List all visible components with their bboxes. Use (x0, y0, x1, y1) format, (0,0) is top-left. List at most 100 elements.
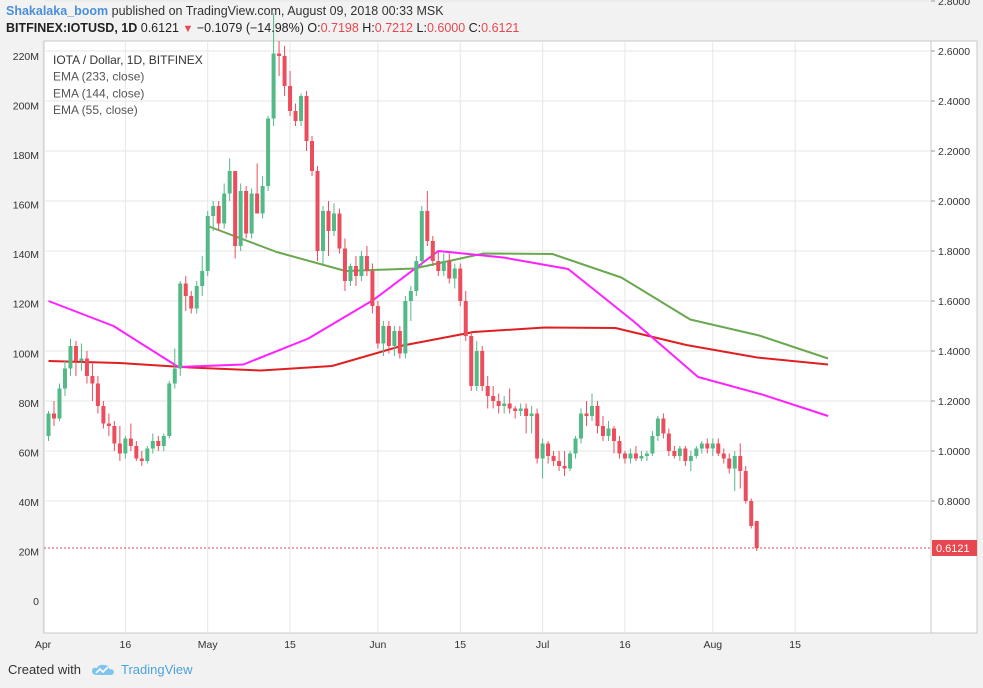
change-value: −0.1079 (−14.98%) (196, 21, 304, 35)
candle (90, 363, 95, 401)
candle-body (546, 443, 551, 456)
candle-body (392, 331, 397, 346)
candle-body (205, 216, 210, 271)
candle (540, 438, 545, 479)
low-value: 0.6000 (426, 21, 466, 35)
created-with-text: Created with (8, 662, 81, 677)
low-label: L: (416, 21, 427, 35)
time-tick-label: 16 (619, 639, 631, 651)
candle (403, 296, 408, 359)
close-value: 0.6121 (481, 21, 520, 35)
candle-body (551, 456, 556, 461)
candlestick-series (46, 13, 759, 551)
candle-body (161, 436, 166, 446)
candle (491, 386, 496, 409)
candle-body (364, 256, 369, 271)
candle (293, 103, 298, 126)
high-value: 0.7212 (374, 21, 414, 35)
time-tick-label: 15 (454, 639, 466, 651)
candle-body (288, 86, 293, 111)
volume-tick-label: 180M (13, 150, 39, 162)
candle (255, 163, 260, 214)
candle-body (710, 443, 715, 449)
candle (161, 433, 166, 451)
tradingview-link[interactable]: TradingView (120, 662, 193, 677)
candle-body (222, 193, 227, 224)
last-value: 0.6121 (140, 21, 179, 35)
candle-body (271, 53, 276, 119)
volume-tick-label: 40M (19, 497, 39, 509)
candle (145, 446, 150, 464)
price-tick-label: 1.0000 (938, 446, 970, 458)
candle-body (73, 346, 78, 361)
candle-body (260, 186, 265, 214)
candle-body (491, 396, 496, 401)
candle (524, 403, 529, 434)
candle (502, 396, 507, 414)
candle-body (562, 466, 567, 469)
candle-body (535, 413, 540, 459)
candle (611, 426, 616, 454)
candle (414, 256, 419, 296)
candle (600, 416, 605, 441)
candle (299, 93, 304, 126)
tradingview-cloud-icon[interactable] (91, 663, 115, 677)
candle (579, 408, 584, 444)
candle-body (469, 336, 474, 386)
price-tick-label: 1.6000 (938, 296, 970, 308)
candle (633, 446, 638, 461)
candle (238, 183, 243, 251)
candle (425, 191, 430, 246)
candle (628, 448, 633, 464)
candle-body (716, 443, 721, 454)
candle (139, 451, 144, 466)
candle-body (178, 283, 183, 369)
candle-body (277, 53, 282, 56)
candle-body (557, 461, 562, 466)
volume-tick-label: 20M (19, 546, 39, 558)
close-label: C: (468, 21, 482, 35)
candle-body (666, 433, 671, 451)
candle (167, 381, 172, 439)
candle (73, 341, 78, 376)
candle (172, 348, 177, 389)
legend-entry: IOTA / Dollar, 1D, BITFINEX (53, 53, 203, 67)
candle-body (447, 261, 452, 279)
candle-body (628, 453, 633, 459)
candle-body (216, 206, 221, 224)
price-tick-label: 2.8000 (938, 0, 970, 8)
last-price-badge (932, 539, 977, 556)
candle-body (639, 456, 644, 459)
candle-body (321, 211, 325, 251)
candle-body (650, 436, 655, 454)
candle-body (425, 211, 430, 241)
volume-tick-label: 0 (33, 596, 39, 608)
candle (134, 441, 139, 461)
candle-body (727, 458, 732, 469)
candle-body (238, 191, 243, 246)
candle (452, 263, 457, 289)
candle (222, 183, 227, 229)
candle (655, 416, 660, 441)
candle (375, 301, 380, 349)
candle-body (62, 368, 67, 389)
candle-body (342, 248, 347, 281)
ema-233-line (207, 225, 829, 360)
open-value: 0.7198 (320, 21, 359, 35)
candle-body (79, 358, 84, 361)
candle (79, 343, 84, 371)
candle (62, 361, 67, 396)
legend-entry: EMA (233, close) (53, 70, 144, 84)
time-tick-label: 15 (789, 639, 801, 651)
candle (573, 436, 578, 459)
candle-body (95, 383, 100, 406)
candle-body (194, 286, 199, 309)
candle-body (134, 446, 139, 459)
candle (688, 451, 693, 471)
candle-body (353, 266, 358, 276)
candle-body (172, 368, 177, 384)
candle (650, 431, 655, 456)
price-tick-label: 2.2000 (938, 146, 970, 158)
author-name[interactable]: Shakalaka_boom (6, 4, 109, 18)
